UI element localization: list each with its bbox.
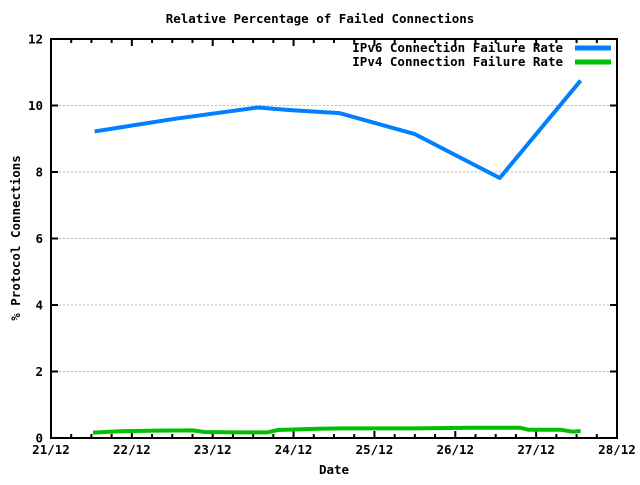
x-tick-label: 22/12 [113,442,151,457]
y-tick-label: 8 [35,165,43,180]
plot-border [50,38,618,439]
series-line-ipv6 [94,79,583,180]
x-tick-label: 25/12 [356,442,394,457]
series-line-ipv4 [92,425,581,435]
y-tick-label: 2 [35,364,43,379]
y-tick-labels: 0 2 4 6 8 10 12 [28,32,43,446]
x-tick-label: 26/12 [436,442,474,457]
y-tick-label: 4 [35,298,43,313]
y-axis-label: % Protocol Connections [8,155,23,321]
y-tick-label: 0 [35,431,43,446]
x-tick-label: 21/12 [32,442,70,457]
legend: IPv6 Connection Failure Rate IPv4 Connec… [352,40,611,69]
x-axis-label: Date [319,462,350,477]
y-tick-label: 6 [35,231,43,246]
gridlines [51,105,617,372]
legend-label-ipv4: IPv4 Connection Failure Rate [352,54,563,69]
x-tick-label: 27/12 [517,442,555,457]
x-tick-labels: 21/12 22/12 23/12 24/12 25/12 26/12 27/12 28/12 [32,442,636,457]
legend-label-ipv6: IPv6 Connection Failure Rate [352,40,563,55]
data-series [92,79,583,435]
x-tick-label: 28/12 [598,442,636,457]
y-tick-label: 12 [28,32,43,47]
x-tick-label: 23/12 [194,442,232,457]
y-tick-label: 10 [28,98,43,113]
chart-title: Relative Percentage of Failed Connection… [166,11,475,26]
x-tick-label: 24/12 [275,442,313,457]
